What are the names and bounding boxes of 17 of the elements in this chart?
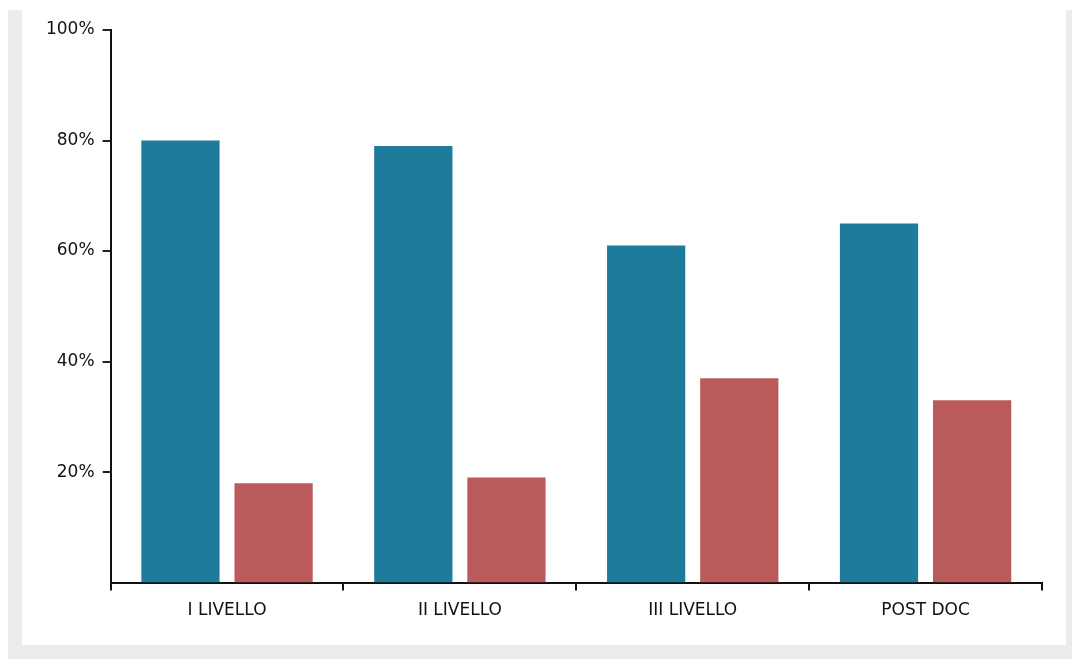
y-tick-label: 20% (56, 460, 95, 481)
bar (933, 400, 1012, 583)
x-tick-label: III LIVELLO (648, 599, 738, 620)
y-tick-label: 40% (56, 349, 95, 370)
bar (141, 140, 220, 583)
x-tick-label: POST DOC (881, 599, 970, 620)
y-tick-label: 60% (56, 239, 95, 260)
bar (374, 146, 453, 583)
bar (467, 477, 546, 583)
bar (234, 483, 313, 583)
y-tick-label: 100% (45, 18, 95, 39)
bar (607, 245, 686, 583)
x-tick-label: I LIVELLO (187, 599, 267, 620)
bar (839, 223, 919, 583)
x-tick-label: II LIVELLO (417, 599, 502, 620)
bar (700, 378, 779, 583)
y-tick-label: 80% (56, 128, 95, 149)
